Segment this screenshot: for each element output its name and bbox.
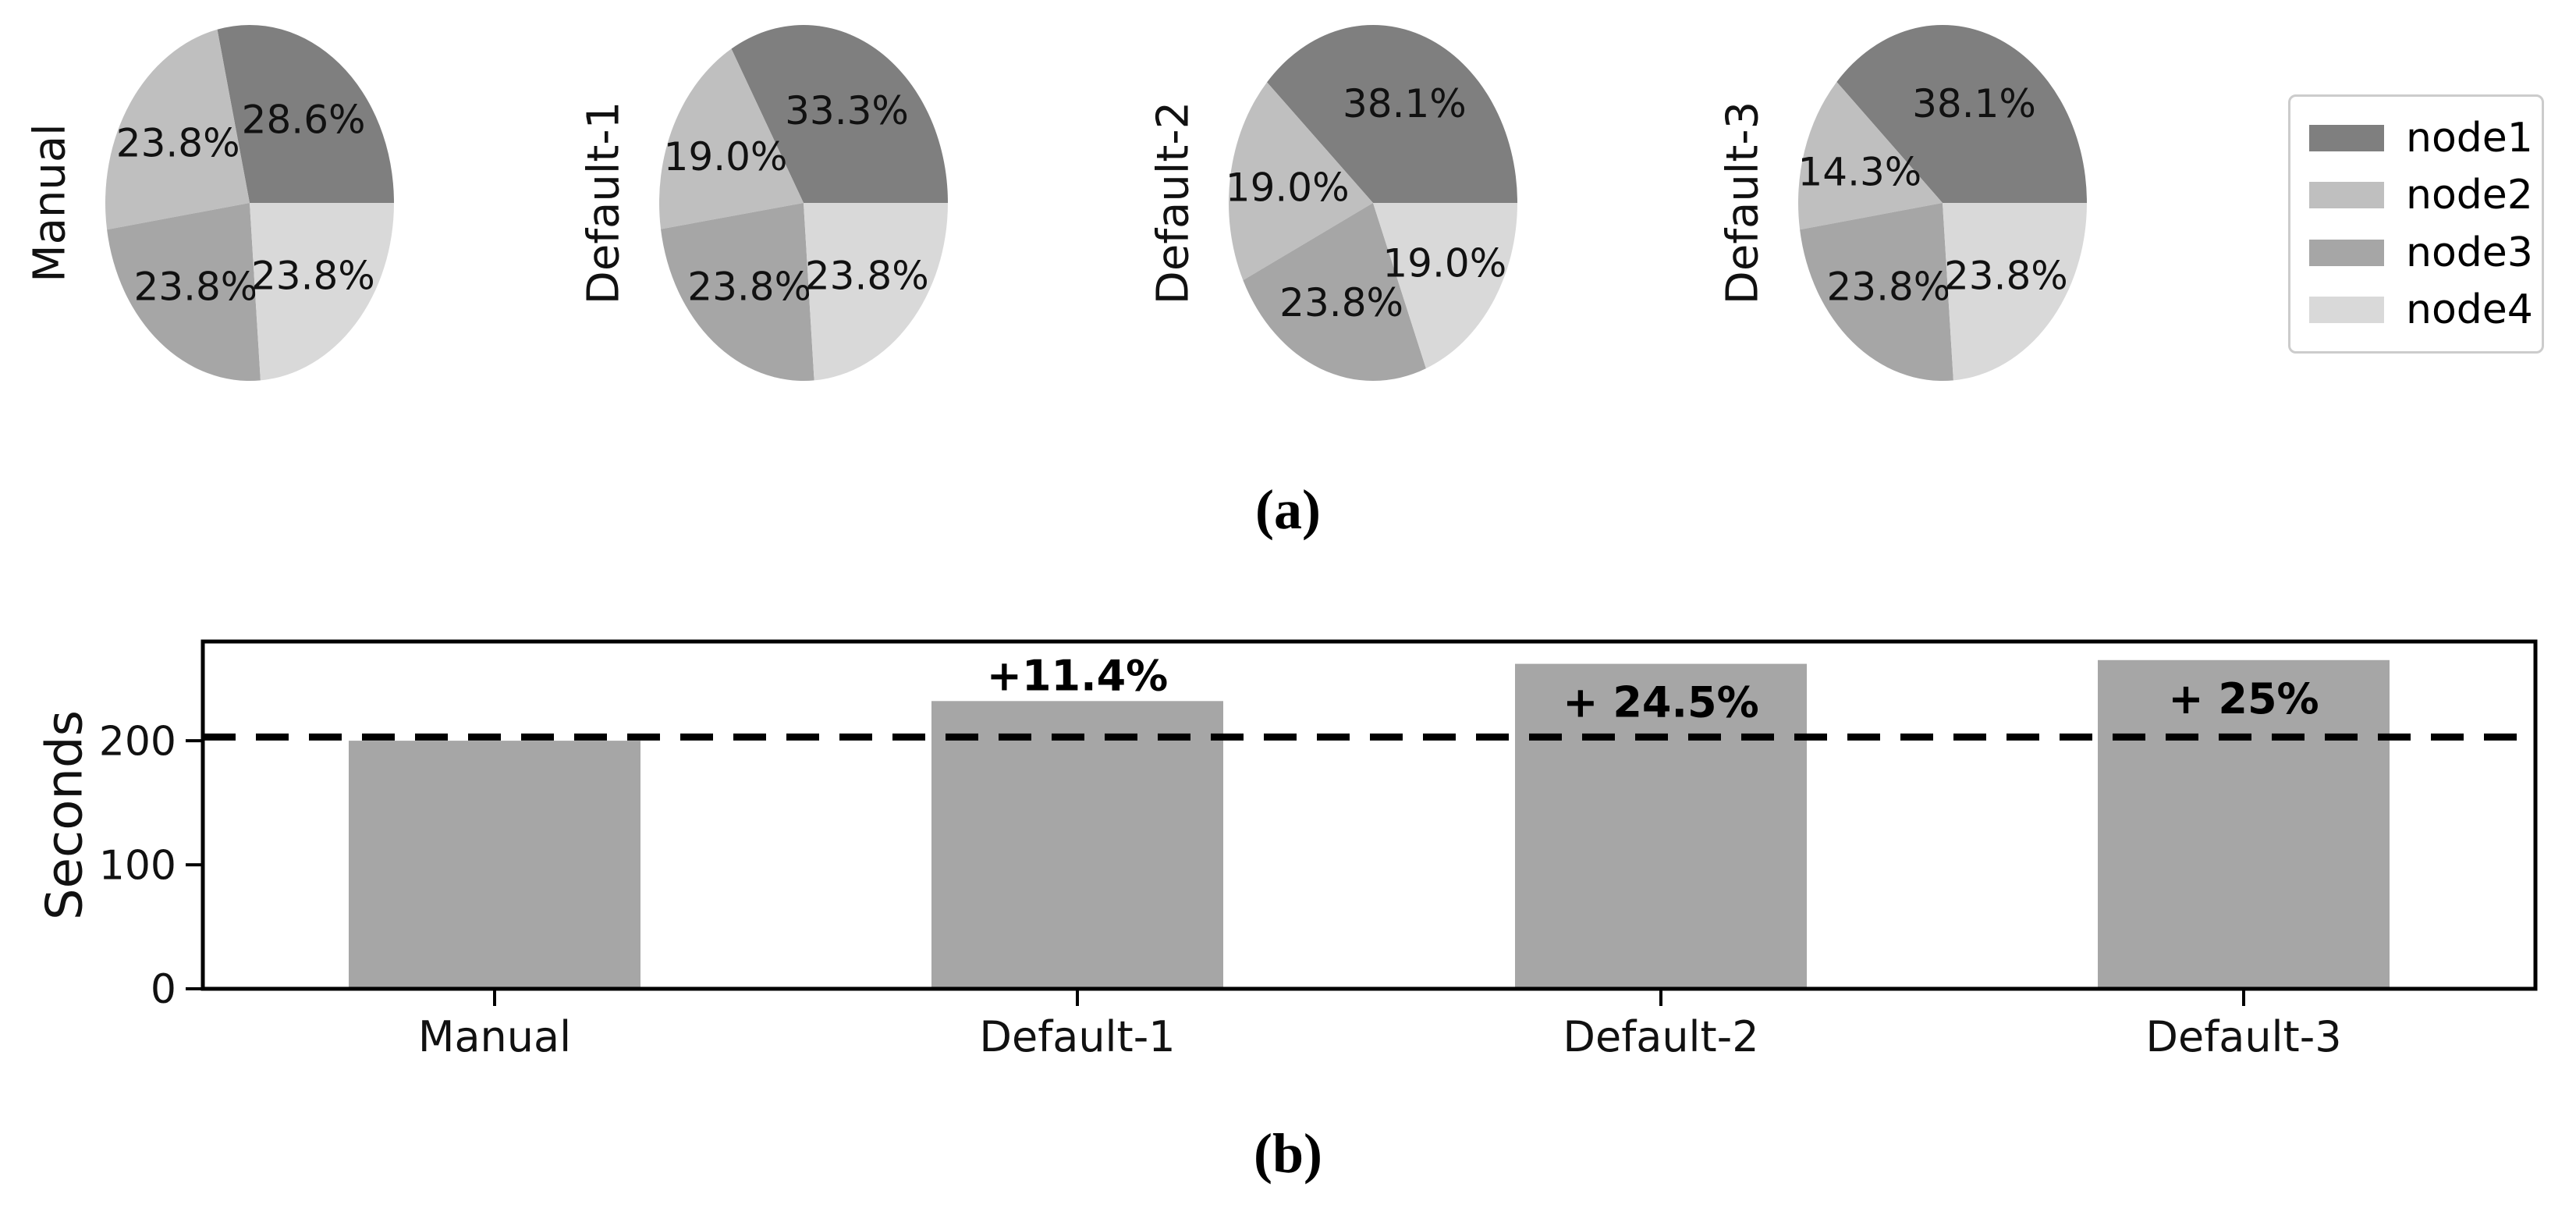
pie-row-label-default-3: Default-3 xyxy=(1718,101,1769,304)
pie-slice-node3 xyxy=(1243,203,1426,382)
legend-label-node2: node2 xyxy=(2406,172,2533,219)
pie-slice-node2 xyxy=(1228,82,1373,281)
pie-slice-node2 xyxy=(1798,81,1943,230)
pie-chart-default-3: 38.1% 14.3% 23.8%23.8% Default-3 xyxy=(1718,25,2087,381)
pie-slice-node3 xyxy=(661,203,814,382)
legend-label-node3: node3 xyxy=(2406,229,2533,276)
caption-b: (b) xyxy=(1254,1122,1322,1185)
legend-item-node4: node4 xyxy=(2309,290,2533,330)
legend-label-node1: node1 xyxy=(2406,114,2533,162)
bar-annotation-default-3: + 25% xyxy=(2168,674,2319,723)
pie-slice-node1 xyxy=(731,25,948,204)
pie-slice-node2 xyxy=(659,48,804,229)
x-tick-label-default-1: Default-1 xyxy=(979,1012,1175,1061)
y-tick-label: 100 xyxy=(99,842,176,889)
bar-annotation-default-2: + 24.5% xyxy=(1563,678,1758,727)
pie-row-label-default-2: Default-2 xyxy=(1148,101,1199,304)
bar-default-1 xyxy=(931,701,1223,989)
pie-slice-node4 xyxy=(250,203,394,381)
legend-swatch-node4 xyxy=(2309,297,2384,324)
y-axis-label: Seconds xyxy=(36,710,94,920)
x-tick-label-default-2: Default-2 xyxy=(1563,1012,1758,1061)
pie-pct-label-node1: 33.3% xyxy=(785,88,909,133)
pie-pct-label-node4: 23.8% xyxy=(1944,254,2068,299)
axes-frame xyxy=(200,639,2538,991)
pie-pct-label-node4: 23.8% xyxy=(251,254,375,299)
y-tick-label: 200 xyxy=(99,718,176,765)
legend-item-node3: node3 xyxy=(2309,233,2533,273)
pie-slice-node4 xyxy=(1943,203,2087,381)
pie-row-label-default-1: Default-1 xyxy=(579,101,630,304)
pie-slice-node1 xyxy=(1267,25,1517,203)
x-tick-label-default-3: Default-3 xyxy=(2145,1012,2341,1061)
bar-annotation-default-1: +11.4% xyxy=(987,651,1169,700)
pie-legend: node1 node2 node3 node4 xyxy=(2288,94,2544,354)
pie-slice-node4 xyxy=(1373,203,1517,369)
pie-pct-label-node3: 23.8% xyxy=(133,265,257,310)
pie-pct-label-node2: 23.8% xyxy=(116,121,240,166)
x-tick-label-manual: Manual xyxy=(418,1012,571,1061)
pie-pct-label-node4: 23.8% xyxy=(805,254,929,299)
pie-chart-default-2: 38.1%19.0%23.8%19.0%Default-2 xyxy=(1148,25,1517,382)
pie-pct-label-node1: 38.1% xyxy=(1343,81,1467,126)
bar-manual xyxy=(349,741,640,989)
pie-chart-default-1: 33.3%19.0% 23.8%23.8% Default-1 xyxy=(579,25,948,382)
pie-slice-node2 xyxy=(105,29,250,230)
y-tick-label: 0 xyxy=(151,966,176,1013)
legend-swatch-node3 xyxy=(2309,239,2384,266)
pie-pct-label-node2: 19.0% xyxy=(664,134,788,179)
bar-chart: +11.4% + 24.5% + 25% 0 100 200 Manual Default-1… xyxy=(36,639,2538,1061)
pie-row-label-manual: Manual xyxy=(25,123,76,283)
pie-pct-label-node2: 19.0% xyxy=(1226,165,1350,210)
pie-slice-node1 xyxy=(1836,25,2087,203)
pie-pct-label-node4: 19.0% xyxy=(1382,241,1506,286)
pie-slice-node3 xyxy=(1800,203,1953,381)
pie-pct-label-node3: 23.8% xyxy=(687,264,811,309)
pie-slice-node1 xyxy=(217,25,394,204)
pie-pct-label-node2: 14.3% xyxy=(1797,149,1921,194)
pie-chart-manual: 28.6%23.8%23.8%23.8%Manual xyxy=(25,25,394,381)
pie-slice-node3 xyxy=(107,203,261,381)
legend-swatch-node1 xyxy=(2309,124,2384,151)
pie-pct-label-node1: 38.1% xyxy=(1912,81,2036,126)
pie-pct-label-node3: 23.8% xyxy=(1279,280,1403,325)
caption-a: (a) xyxy=(1255,478,1321,541)
pie-pct-label-node3: 23.8% xyxy=(1826,265,1950,310)
legend-label-node4: node4 xyxy=(2406,286,2533,334)
legend-item-node2: node2 xyxy=(2309,175,2533,215)
pie-slice-node4 xyxy=(804,203,948,381)
bar-default-3 xyxy=(2098,659,2390,989)
legend-swatch-node2 xyxy=(2309,182,2384,209)
legend-item-node1: node1 xyxy=(2309,118,2533,158)
bar-default-2 xyxy=(1515,663,1807,989)
pie-pct-label-node1: 28.6% xyxy=(242,98,366,143)
